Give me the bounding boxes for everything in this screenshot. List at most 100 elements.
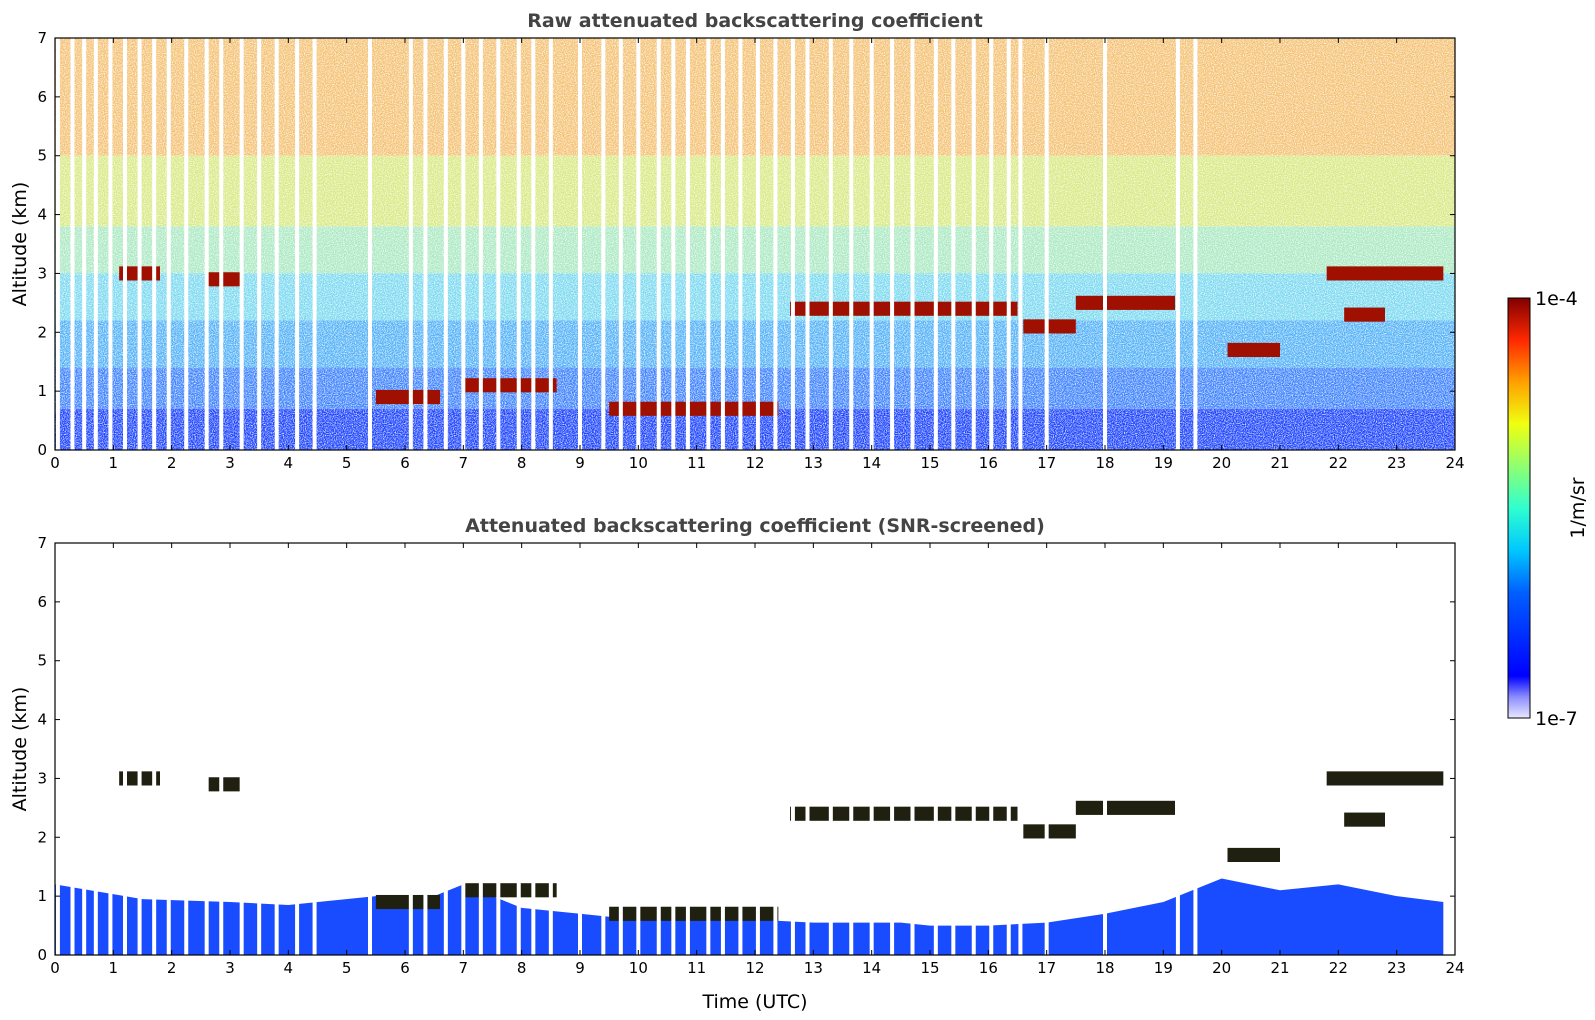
x-tick-label: 4 [284,959,294,977]
raw-data-gap-10 [204,38,209,450]
screened-data-gap-12 [239,543,244,955]
x-tick-label: 24 [1445,454,1464,472]
x-tick-label: 5 [342,959,352,977]
screened-data-gap-17 [368,543,372,955]
raw-data-gap-54 [1175,38,1180,450]
raw-data-gap-6 [137,38,142,450]
x-tick-label: 16 [979,454,998,472]
screened-data-gap-6 [137,543,142,955]
raw-data-gap-0 [55,38,60,450]
raw-cloud-layer-10 [1344,307,1385,322]
screened-data-gap-53 [1103,543,1107,955]
screened-data-gap-7 [152,543,157,955]
screened-data-gap-40 [805,543,810,955]
y-tick-label: 5 [37,147,47,165]
bottom-panel-plot-area [55,543,1444,955]
y-tick-label: 1 [37,887,47,905]
x-tick-label: 7 [459,959,469,977]
colorbar-unit-label: 1/m/sr [1567,477,1589,538]
y-tick-label: 0 [37,946,47,964]
raw-data-gap-36 [738,38,743,450]
screened-data-gap-49 [989,543,994,955]
raw-data-gap-28 [601,38,606,450]
raw-cloud-layer-7 [1075,295,1175,310]
raw-data-gap-15 [295,38,300,450]
screened-data-gap-46 [933,543,938,955]
raw-data-gap-31 [656,38,661,450]
raw-data-gap-13 [257,38,262,450]
screened-data-gap-44 [890,543,895,955]
x-tick-label: 22 [1329,959,1348,977]
colorbar-min-label: 1e-7 [1535,708,1578,730]
top-panel-plot-area [55,38,1455,450]
raw-data-gap-47 [951,38,956,450]
x-tick-label: 19 [1154,959,1173,977]
screened-data-gap-25 [531,543,536,955]
raw-data-gap-5 [123,38,127,450]
x-tick-label: 0 [50,454,60,472]
x-tick-label: 15 [920,454,939,472]
raw-data-gap-49 [989,38,994,450]
screened-data-gap-3 [93,543,98,955]
x-tick-label: 8 [517,959,527,977]
screened-data-gap-26 [548,543,553,955]
x-tick-label: 8 [517,454,527,472]
screened-data-gap-39 [790,543,795,955]
colorbar-gradient [1507,297,1531,719]
y-tick-label: 0 [37,441,47,459]
raw-data-gap-38 [773,38,778,450]
screened-data-gap-35 [720,543,725,955]
screened-cloud-layer-9 [1326,771,1444,786]
screened-data-gap-5 [123,543,127,955]
x-tick-label: 10 [629,454,648,472]
raw-data-gap-27 [578,38,582,450]
x-tick-label: 2 [167,959,177,977]
y-tick-label: 2 [37,323,47,341]
x-tick-label: 9 [575,959,585,977]
x-tick-label: 18 [1095,959,1114,977]
raw-data-gap-40 [805,38,810,450]
x-tick-label: 4 [284,454,294,472]
raw-data-gap-44 [890,38,895,450]
x-tick-label: 11 [687,454,706,472]
raw-cloud-layer-3 [463,378,557,393]
x-tick-label: 23 [1387,959,1406,977]
raw-data-gap-43 [869,38,874,450]
screened-data-gap-27 [578,543,582,955]
raw-cloud-layer-9 [1326,266,1444,281]
screened-data-gap-21 [461,543,466,955]
screened-data-gap-11 [219,543,224,955]
raw-data-gap-22 [478,38,483,450]
raw-cloud-layer-8 [1227,342,1280,358]
raw-data-gap-37 [755,38,760,450]
top-panel-title: Raw attenuated backscattering coefficien… [527,10,983,32]
raw-data-gap-23 [496,38,501,450]
screened-data-gap-1 [70,543,75,955]
raw-data-gap-48 [971,38,976,450]
screened-data-gap-19 [423,543,428,955]
bottom-panel-ylabel: Altitude (km) [9,687,31,812]
screened-data-gap-50 [1006,543,1011,955]
screened-data-gap-4 [108,543,113,955]
y-tick-label: 5 [37,652,47,670]
y-tick-label: 3 [37,769,47,787]
raw-data-gap-3 [93,38,98,450]
raw-data-gap-4 [108,38,113,450]
screened-data-gap-10 [204,543,209,955]
x-tick-label: 24 [1445,959,1464,977]
raw-data-gap-14 [274,38,279,450]
screened-cloud-layer-10 [1344,812,1385,827]
screened-data-gap-20 [443,543,448,955]
screened-data-gap-0 [55,543,60,955]
screened-data-gap-48 [971,543,976,955]
x-tick-label: 17 [1037,959,1056,977]
y-tick-label: 7 [37,29,47,47]
x-tick-label: 0 [50,959,60,977]
x-tick-label: 14 [862,959,881,977]
x-tick-label: 13 [804,454,823,472]
raw-cloud-layer-5 [790,301,1018,316]
screened-cloud-layer-3 [463,883,557,898]
raw-data-gap-18 [408,38,413,450]
bottom-panel-ticks: 0 1 2 3 4 5 6 7 8 9 10 11 12 13 14 15 16 17 18 19 20 21 22 23 24… [37,534,1464,977]
screened-data-gap-29 [618,543,623,955]
